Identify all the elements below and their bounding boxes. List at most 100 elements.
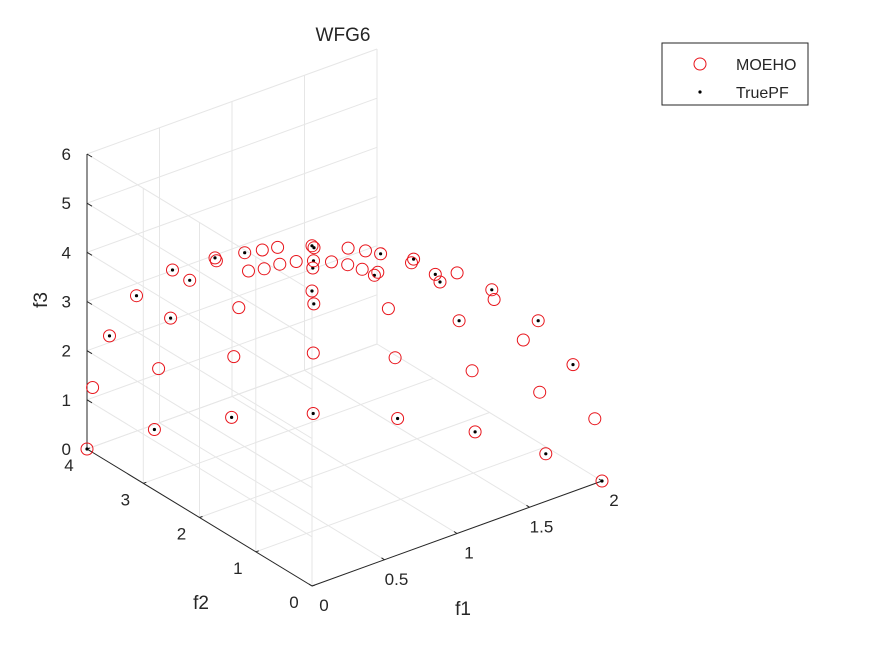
moeho-point bbox=[271, 240, 285, 254]
truepf-point bbox=[230, 415, 234, 419]
truepf-point bbox=[213, 256, 217, 260]
y-tick-mark bbox=[311, 584, 316, 587]
legend-marker-truepf bbox=[698, 90, 702, 94]
grid-line bbox=[86, 146, 378, 253]
z-tick-label: 2 bbox=[62, 342, 71, 361]
z-tick-mark bbox=[86, 399, 93, 404]
truepf-point bbox=[188, 278, 192, 282]
grid-line bbox=[86, 245, 378, 352]
grid-line bbox=[199, 412, 490, 518]
grid-line bbox=[86, 350, 313, 489]
moeho-point bbox=[388, 351, 402, 365]
moeho-point bbox=[306, 407, 320, 420]
grid-line bbox=[255, 446, 546, 553]
moeho-point bbox=[242, 264, 255, 278]
moeho-point bbox=[307, 254, 320, 268]
moeho-point bbox=[341, 258, 355, 272]
grid-line bbox=[86, 301, 313, 439]
grid-line bbox=[86, 399, 313, 538]
grid-line bbox=[86, 153, 313, 292]
moeho-point bbox=[407, 252, 421, 266]
moeho-point bbox=[306, 346, 320, 360]
z-tick-label: 1 bbox=[62, 391, 71, 410]
x-tick-mark bbox=[308, 583, 313, 587]
moeho-point bbox=[487, 293, 501, 306]
truepf-point bbox=[152, 427, 156, 432]
truepf-point bbox=[312, 246, 316, 250]
z-tick-mark bbox=[86, 251, 93, 256]
truepf-point bbox=[134, 294, 139, 298]
y-tick-mark bbox=[143, 481, 147, 484]
x-tick-label: 0.5 bbox=[385, 570, 409, 589]
truepf-point bbox=[170, 268, 175, 272]
moeho-point bbox=[371, 265, 385, 279]
moeho-point bbox=[273, 257, 287, 271]
moeho-point bbox=[238, 246, 252, 260]
moeho-point bbox=[355, 262, 369, 276]
z-tick-mark bbox=[86, 202, 93, 207]
moeho-point bbox=[183, 273, 197, 287]
moeho-point bbox=[307, 241, 321, 255]
moeho-point bbox=[485, 283, 499, 297]
grid-line bbox=[143, 377, 434, 484]
moeho-point bbox=[86, 381, 100, 394]
moeho-point bbox=[289, 255, 303, 268]
moeho-point bbox=[539, 447, 553, 461]
x-tick-label: 1 bbox=[464, 544, 473, 563]
moeho-point bbox=[164, 311, 178, 325]
moeho-point bbox=[452, 314, 466, 328]
y-axis-label: f2 bbox=[193, 593, 209, 614]
truepf-points bbox=[85, 244, 604, 483]
moeho-point bbox=[450, 266, 464, 280]
truepf-point bbox=[243, 251, 247, 255]
moeho-point bbox=[433, 275, 447, 289]
moeho-point bbox=[80, 442, 94, 456]
moeho-point bbox=[516, 333, 530, 347]
truepf-point bbox=[571, 363, 575, 367]
moeho-point bbox=[428, 267, 442, 281]
z-tick-label: 5 bbox=[62, 194, 71, 213]
y-tick-label: 1 bbox=[233, 559, 242, 578]
z-axis-label: f3 bbox=[31, 292, 52, 308]
truepf-point bbox=[310, 244, 314, 248]
z-tick-label: 4 bbox=[62, 243, 71, 262]
moeho-point bbox=[152, 362, 166, 376]
z-tick-label: 0 bbox=[62, 440, 71, 459]
grid-line bbox=[86, 202, 313, 341]
axis-layer bbox=[86, 153, 603, 587]
z-tick-mark bbox=[86, 350, 93, 355]
truepf-point bbox=[433, 272, 437, 276]
moeho-point bbox=[166, 263, 179, 277]
moeho-point bbox=[405, 256, 418, 270]
moeho-point bbox=[374, 247, 388, 261]
truepf-point bbox=[536, 319, 540, 323]
truepf-point bbox=[544, 452, 548, 456]
moeho-point bbox=[531, 314, 545, 328]
moeho-point bbox=[209, 254, 223, 268]
x-tick-mark bbox=[526, 504, 530, 508]
moeho-point bbox=[325, 255, 338, 269]
moeho-point bbox=[465, 364, 479, 378]
y-tick-label: 3 bbox=[121, 490, 130, 509]
moeho-point bbox=[147, 423, 161, 436]
moeho-point bbox=[208, 251, 222, 265]
legend-marker-moeho bbox=[693, 57, 707, 71]
moeho-point bbox=[305, 284, 319, 298]
x-axis-label: f1 bbox=[455, 599, 471, 620]
moeho-point bbox=[533, 385, 547, 399]
truepf-point bbox=[107, 334, 112, 338]
truepf-point bbox=[490, 288, 494, 292]
x-tick-mark bbox=[453, 531, 458, 534]
moeho-point bbox=[391, 412, 405, 425]
truepf-point bbox=[600, 479, 604, 483]
y-tick-mark bbox=[199, 516, 203, 518]
x-tick-mark bbox=[381, 557, 385, 561]
truepf-point bbox=[473, 430, 477, 434]
z-tick-mark bbox=[86, 153, 93, 158]
grid-line bbox=[86, 48, 378, 155]
moeho-point bbox=[367, 268, 381, 282]
z-tick-label: 6 bbox=[62, 145, 71, 164]
moeho-point bbox=[257, 262, 271, 276]
